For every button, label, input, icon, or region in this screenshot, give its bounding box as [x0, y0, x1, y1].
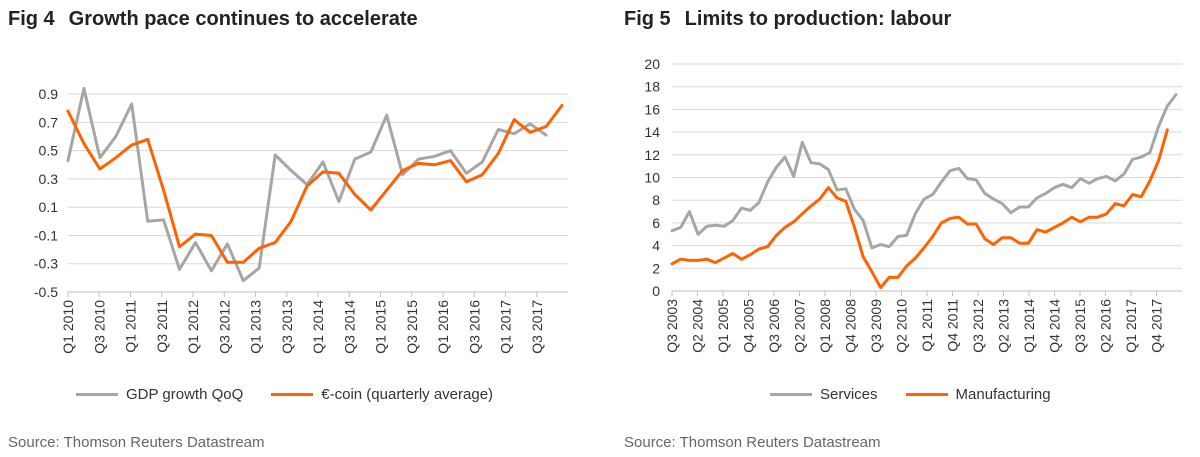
x-tick-label: Q3 2016 — [466, 300, 482, 354]
x-tick-label: Q3 2015 — [1072, 299, 1088, 353]
legend-item-gdp: GDP growth QoQ — [76, 386, 243, 403]
y-tick-label: 0.7 — [39, 114, 59, 130]
x-tick-label: Q3 2011 — [154, 300, 170, 353]
legend-label: €-coin (quarterly average) — [321, 386, 494, 403]
x-tick-label: Q3 2006 — [766, 299, 782, 353]
series-line-fig5-1 — [670, 128, 1169, 290]
y-tick-label: 6 — [652, 215, 660, 231]
legend-fig5: Services Manufacturing — [770, 386, 1079, 403]
x-tick-label: Q1 2010 — [60, 300, 76, 354]
figure-number: Fig 5 — [624, 8, 671, 30]
legend-label: GDP growth QoQ — [126, 386, 244, 403]
y-tick-label: 2 — [652, 260, 660, 276]
series-line-fig5-0 — [670, 93, 1178, 250]
x-tick-label: Q3 2010 — [91, 300, 107, 354]
source-note: Source: Thomson Reuters Datastream — [624, 434, 881, 451]
x-tick-label: Q3 2015 — [404, 300, 420, 354]
figure-number: Fig 4 — [8, 8, 55, 30]
x-tick-label: Q1 2011 — [919, 299, 935, 352]
legend-item-manufacturing: Manufacturing — [905, 386, 1051, 403]
x-tick-label: Q1 2014 — [310, 300, 326, 354]
x-tick-label: Q1 2014 — [1021, 299, 1037, 353]
x-tick-label: Q2 2016 — [1098, 299, 1114, 353]
y-tick-label: 0 — [652, 283, 660, 299]
y-tick-label: 16 — [644, 101, 660, 117]
y-tick-label: 0.1 — [39, 199, 59, 215]
legend-swatch-ecoin — [271, 393, 314, 396]
x-tick-label: Q1 2015 — [373, 300, 389, 354]
legend-label: Services — [820, 386, 878, 403]
x-tick-label: Q4 2017 — [1149, 299, 1165, 353]
chart-title-fig4: Fig 4 Growth pace continues to accelerate — [8, 8, 418, 31]
y-tick-label: 0.5 — [39, 143, 59, 159]
chart-panel-fig4: Fig 4 Growth pace continues to accelerate… — [0, 0, 590, 457]
y-tick-label: 14 — [644, 124, 660, 140]
x-tick-label: Q3 2017 — [529, 300, 545, 354]
y-tick-label: 0.9 — [39, 86, 59, 102]
series-line-fig4-1 — [66, 103, 564, 264]
y-tick-label: 18 — [644, 79, 660, 95]
figure-title-text: Growth pace continues to accelerate — [68, 8, 418, 30]
chart-title-fig5: Fig 5 Limits to production: labour — [624, 8, 951, 31]
x-tick-label: Q3 2013 — [279, 300, 295, 354]
x-tick-label: Q1 2012 — [185, 300, 201, 354]
figure-title-text: Limits to production: labour — [684, 8, 952, 30]
x-tick-label: Q2 2013 — [996, 299, 1012, 353]
x-tick-label: Q3 2012 — [216, 300, 232, 354]
y-tick-label: 8 — [652, 192, 660, 208]
legend-swatch-services — [770, 393, 812, 396]
chart-plot-fig4: 0.9 0.7 0.5 0.3 0.1 -0.1 -0.3 -0.5Q1 2010 Q3 201… — [34, 86, 568, 354]
y-tick-label: 4 — [652, 238, 660, 254]
y-tick-label: 20 — [644, 56, 660, 72]
legend-fig4: GDP growth QoQ €-coin (quarterly average… — [76, 386, 521, 403]
y-tick-label: -0.5 — [34, 284, 58, 300]
x-tick-label: Q1 2005 — [715, 299, 731, 353]
x-tick-label: Q4 2005 — [741, 299, 757, 353]
x-tick-label: Q3 2003 — [664, 299, 680, 353]
x-tick-label: Q3 2012 — [970, 299, 986, 353]
x-tick-label: Q1 2008 — [817, 299, 833, 353]
y-tick-label: -0.1 — [34, 227, 58, 243]
x-tick-label: Q4 2008 — [843, 299, 859, 353]
x-tick-label: Q4 2014 — [1047, 299, 1063, 353]
y-tick-label: 10 — [644, 170, 660, 186]
x-tick-label: Q2 2007 — [792, 299, 808, 353]
y-tick-label: 0.3 — [39, 171, 59, 187]
x-tick-label: Q1 2017 — [498, 300, 514, 354]
x-tick-label: Q1 2013 — [248, 300, 264, 354]
legend-label: Manufacturing — [955, 386, 1051, 403]
x-tick-label: Q3 2009 — [868, 299, 884, 353]
y-tick-label: -0.3 — [34, 256, 58, 272]
y-tick-label: 12 — [644, 147, 660, 163]
x-tick-label: Q1 2017 — [1123, 299, 1139, 353]
x-tick-label: Q3 2014 — [341, 300, 357, 354]
x-tick-label: Q1 2011 — [123, 300, 139, 353]
x-tick-label: Q4 2011 — [945, 299, 961, 352]
legend-swatch-gdp — [76, 393, 118, 396]
x-tick-label: Q2 2004 — [690, 299, 706, 353]
legend-item-ecoin: €-coin (quarterly average) — [271, 386, 493, 403]
chart-panel-fig5: Fig 5 Limits to production: labour 20 18 16… — [616, 0, 1200, 457]
x-tick-label: Q1 2016 — [435, 300, 451, 354]
legend-item-services: Services — [770, 386, 878, 403]
legend-swatch-manufacturing — [905, 393, 948, 396]
x-tick-label: Q2 2010 — [894, 299, 910, 353]
source-note: Source: Thomson Reuters Datastream — [8, 434, 265, 451]
